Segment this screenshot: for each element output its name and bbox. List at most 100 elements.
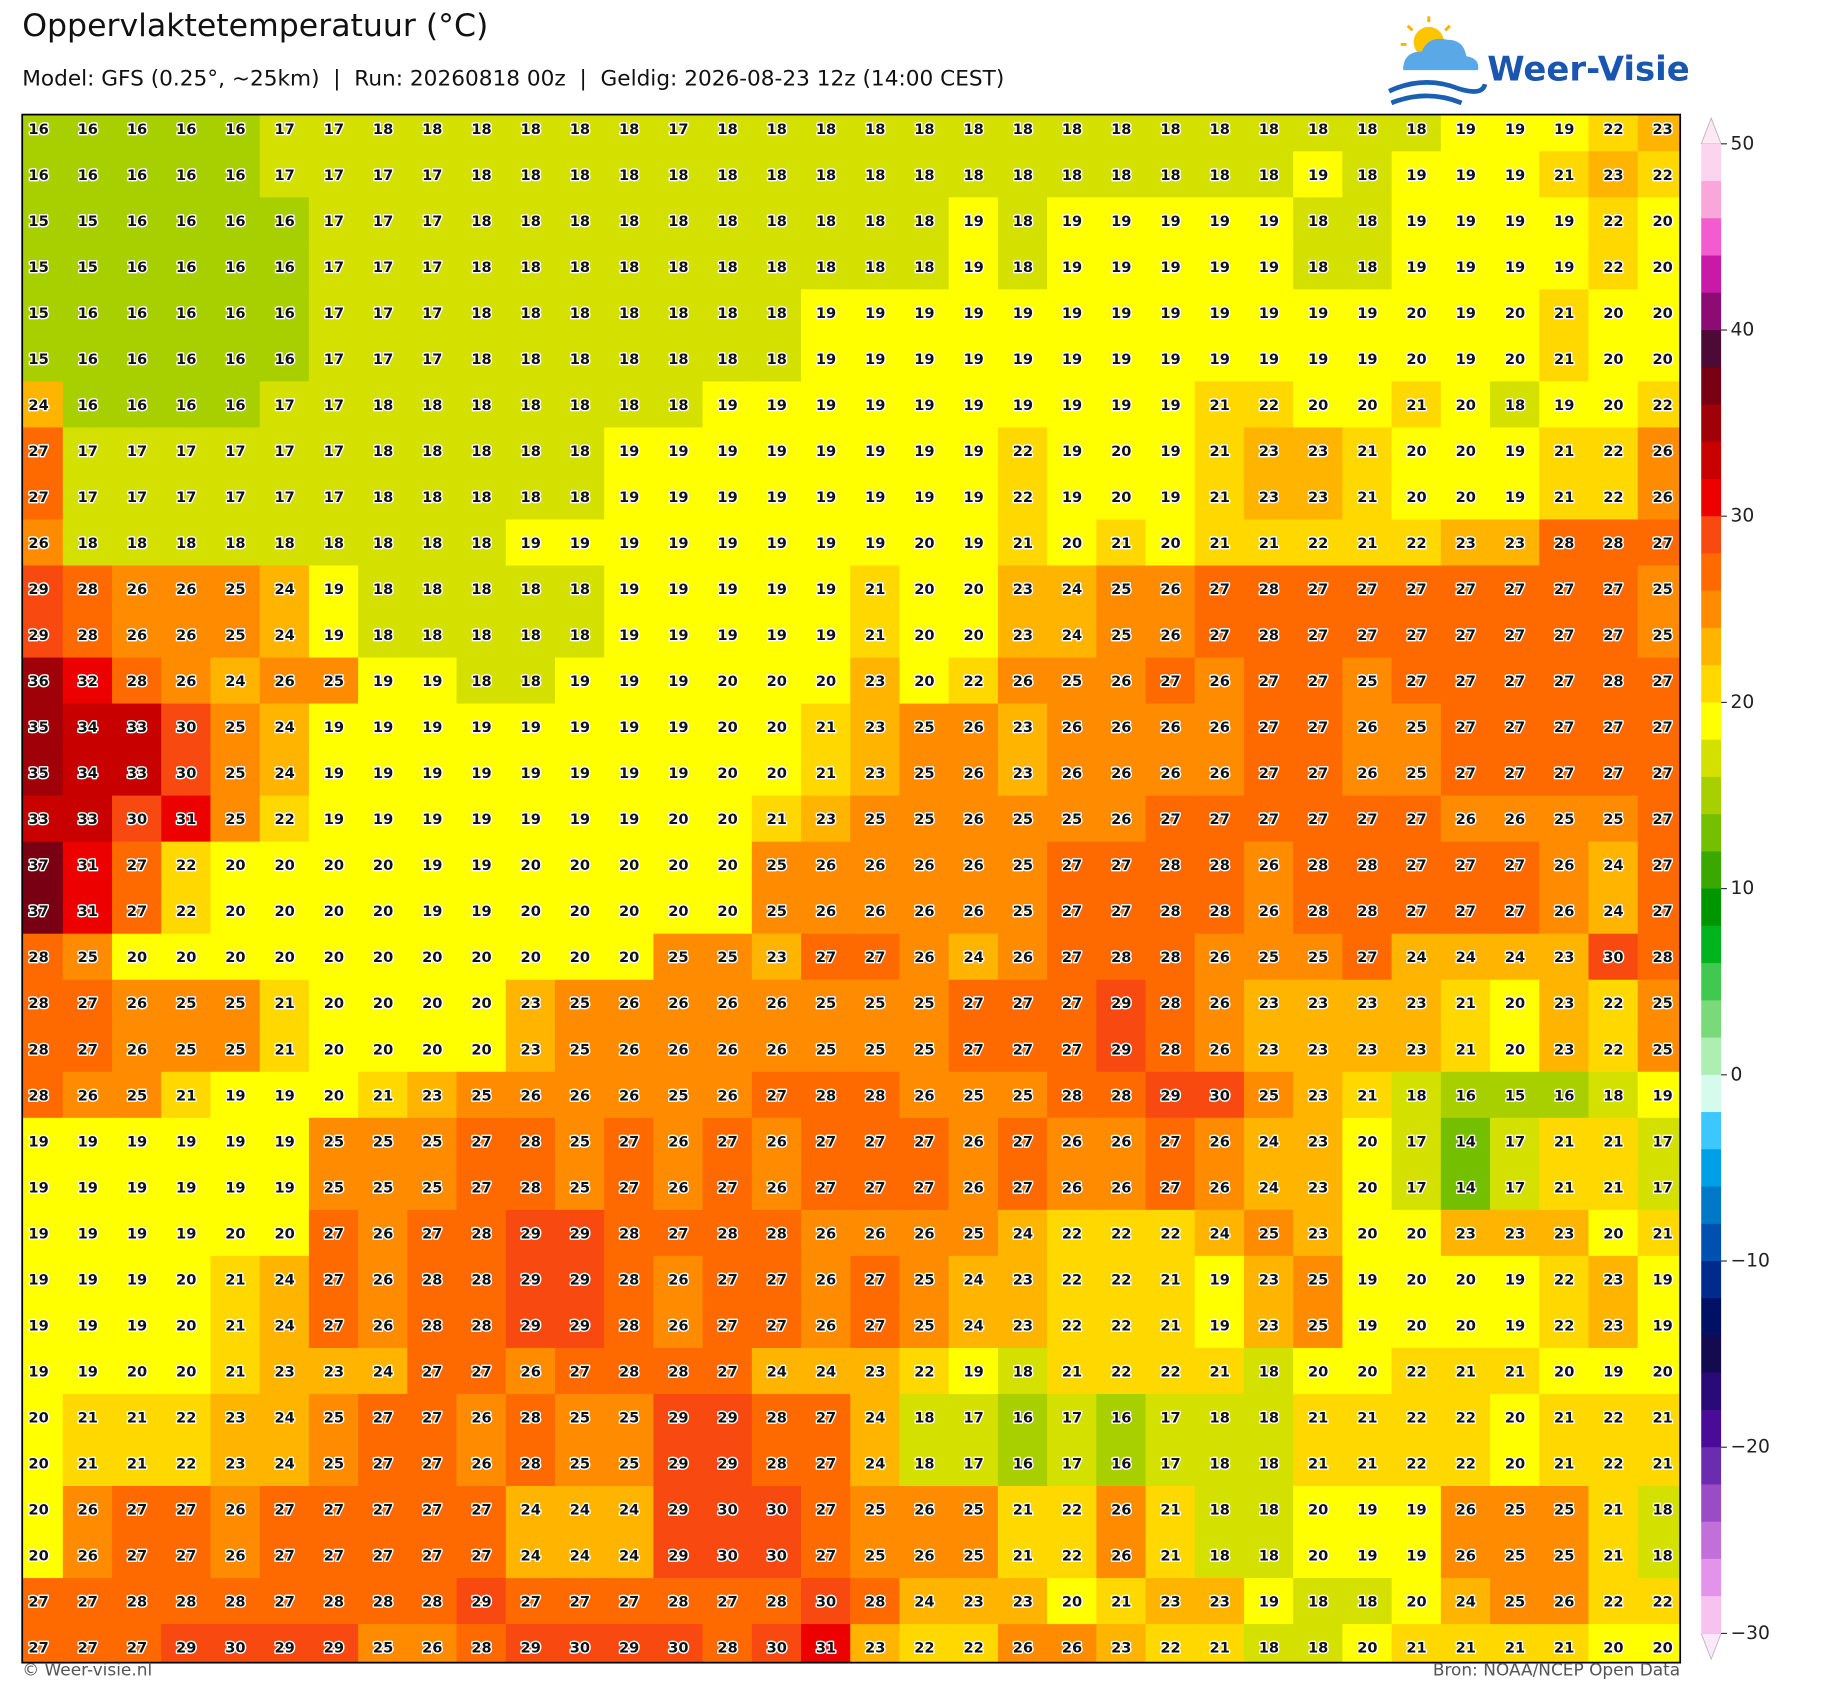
temperature-cell: [308, 197, 359, 245]
temperature-cell: [1096, 1578, 1147, 1625]
temperature-cell: [801, 565, 851, 613]
temperature-label: 26: [668, 1179, 688, 1196]
temperature-cell: [210, 1393, 261, 1441]
temperature-label: 20: [422, 995, 442, 1012]
temperature-cell: [1145, 1025, 1196, 1073]
temperature-label: 20: [471, 995, 491, 1012]
temperature-cell: [1194, 979, 1245, 1027]
temperature-label: 20: [127, 1363, 147, 1380]
temperature-cell: [1145, 1117, 1196, 1165]
temperature-cell: [1047, 1071, 1098, 1119]
temperature-label: 27: [914, 1133, 934, 1150]
temperature-cell: [554, 1347, 605, 1395]
temperature-cell: [1243, 1486, 1294, 1533]
temperature-label: 18: [570, 397, 590, 414]
temperature-label: 26: [619, 1041, 639, 1058]
colorbar-band: [1701, 292, 1722, 331]
temperature-cell: [1637, 611, 1681, 659]
temperature-cell: [407, 243, 458, 291]
colorbar-band: [1701, 1000, 1722, 1039]
temperature-label: 18: [717, 259, 737, 276]
temperature-label: 19: [78, 1363, 98, 1380]
temperature-cell: [22, 1532, 64, 1579]
temperature-label: 20: [1357, 1363, 1377, 1380]
temperature-label: 21: [865, 627, 885, 644]
temperature-label: 19: [1456, 259, 1476, 276]
temperature-label: 25: [1652, 581, 1672, 598]
temperature-label: 20: [963, 581, 983, 598]
temperature-cell: [210, 519, 261, 567]
temperature-label: 27: [717, 1133, 737, 1150]
temperature-label: 19: [1406, 167, 1426, 184]
temperature-label: 27: [1554, 765, 1574, 782]
temperature-cell: [210, 611, 261, 659]
temperature-label: 23: [1013, 1271, 1033, 1288]
temperature-cell: [1342, 703, 1393, 751]
temperature-label: 27: [1603, 719, 1623, 736]
temperature-label: 27: [324, 1548, 344, 1565]
temperature-cell: [1145, 243, 1196, 291]
temperature-label: 20: [1308, 1363, 1328, 1380]
temperature-cell: [1637, 1393, 1681, 1441]
temperature-label: 19: [1062, 397, 1082, 414]
temperature-label: 27: [1308, 581, 1328, 598]
temperature-cell: [1391, 1163, 1442, 1211]
temperature-cell: [1391, 887, 1442, 935]
temperature-label: 28: [1160, 949, 1180, 966]
temperature-cell: [1637, 1347, 1681, 1395]
temperature-label: 20: [274, 903, 294, 920]
temperature-label: 23: [1603, 1317, 1623, 1334]
temperature-label: 18: [1357, 213, 1377, 230]
temperature-cell: [1637, 933, 1681, 981]
temperature-label: 26: [963, 903, 983, 920]
temperature-cell: [1440, 1486, 1491, 1533]
temperature-cell: [751, 1255, 802, 1303]
temperature-label: 19: [28, 1225, 48, 1242]
temperature-cell: [62, 381, 113, 429]
temperature-label: 24: [521, 1502, 541, 1519]
temperature-label: 16: [127, 305, 147, 322]
temperature-cell: [1342, 887, 1393, 935]
temperature-cell: [407, 1486, 458, 1533]
temperature-cell: [604, 979, 655, 1027]
temperature-label: 27: [865, 1179, 885, 1196]
temperature-label: 18: [1062, 121, 1082, 138]
temperature-label: 19: [471, 811, 491, 828]
temperature-cell: [801, 1347, 851, 1395]
temperature-label: 20: [1505, 1409, 1525, 1426]
temperature-label: 19: [1160, 397, 1180, 414]
temperature-label: 21: [373, 1087, 393, 1104]
temperature-cell: [456, 381, 507, 429]
temperature-label: 21: [1210, 1640, 1230, 1657]
temperature-cell: [1440, 1393, 1491, 1441]
temperature-label: 35: [28, 719, 48, 736]
temperature-label: 25: [619, 1456, 639, 1473]
temperature-label: 22: [1652, 167, 1672, 184]
temperature-label: 14: [1456, 1133, 1476, 1150]
colorbar-band: [1701, 814, 1722, 852]
temperature-label: 27: [471, 1133, 491, 1150]
temperature-label: 22: [1456, 1456, 1476, 1473]
colorbar-band: [1701, 1335, 1722, 1374]
temperature-label: 19: [816, 627, 836, 644]
temperature-label: 19: [1505, 121, 1525, 138]
temperature-cell: [948, 611, 999, 659]
temperature-cell: [1243, 1347, 1294, 1395]
temperature-cell: [112, 1301, 162, 1349]
temperature-label: 19: [521, 535, 541, 552]
temperature-cell: [1588, 1209, 1639, 1257]
temperature-label: 19: [668, 581, 688, 598]
temperature-cell: [210, 887, 261, 935]
temperature-label: 20: [274, 949, 294, 966]
temperature-label: 19: [1357, 351, 1377, 368]
temperature-cell: [22, 197, 64, 245]
temperature-cell: [505, 657, 556, 705]
temperature-cell: [210, 1347, 261, 1395]
colorbar-band: [1701, 1223, 1722, 1262]
temperature-label: 19: [1406, 1502, 1426, 1519]
temperature-label: 20: [274, 857, 294, 874]
temperature-cell: [358, 243, 409, 291]
temperature-cell: [1145, 1439, 1196, 1487]
temperature-cell: [948, 1532, 999, 1579]
temperature-label: 19: [78, 1317, 98, 1334]
